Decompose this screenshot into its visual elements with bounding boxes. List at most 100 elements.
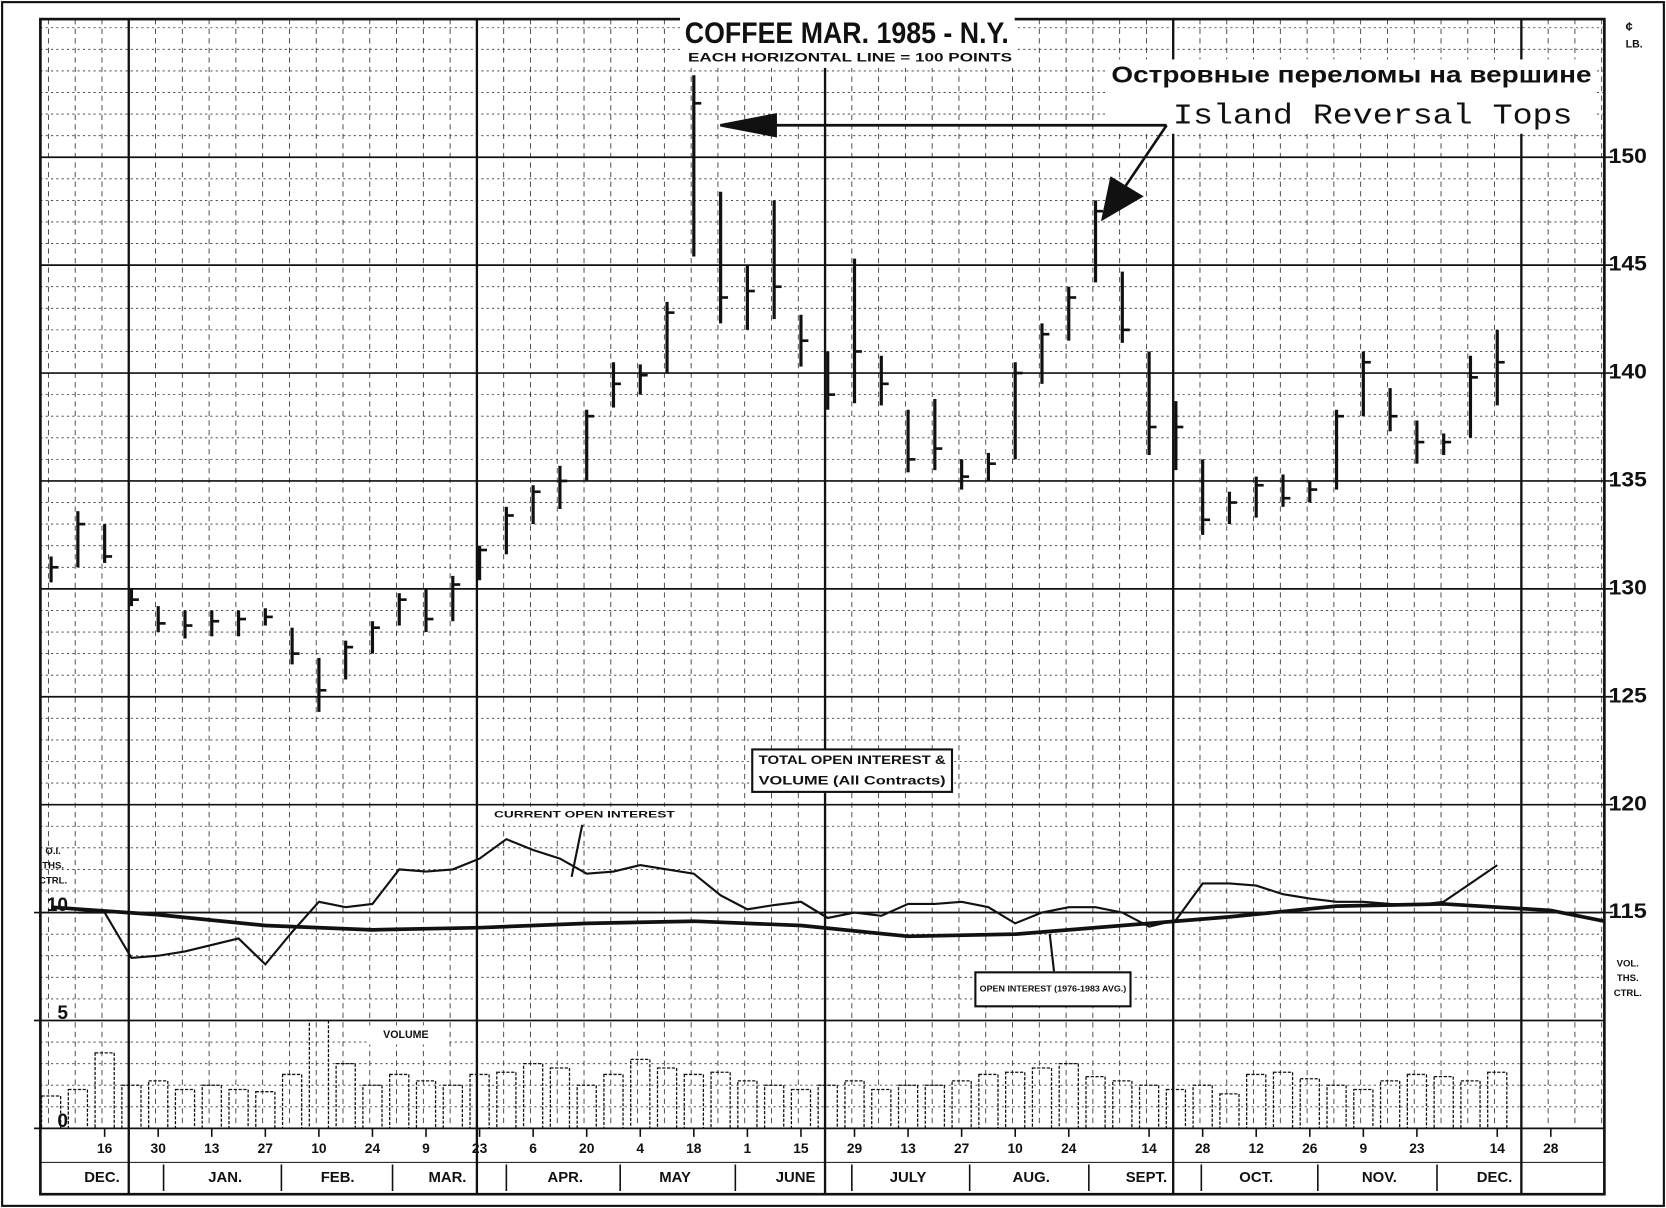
x-tick-label: 13 [204,1141,220,1156]
x-tick-label: 4 [636,1141,644,1156]
annotation-island: Island Reversal Tops [1173,99,1573,132]
volume-bar [1379,1080,1401,1130]
volume-bar [871,1088,892,1130]
volume-bar [496,1071,517,1130]
chart-title: COFFEE MAR. 1985 - N.Y. [685,17,1009,50]
month-label: JULY [890,1170,927,1186]
annotation-box [751,748,954,793]
x-tick-label: 6 [529,1141,537,1156]
y2-axis-label: O.I. [45,846,60,857]
volume-bar [1460,1080,1481,1130]
volume-bar [1326,1084,1347,1130]
volume-bar [389,1073,410,1130]
y2-tick-label: 0 [57,1111,68,1132]
volume-bar [1031,1067,1053,1130]
volume-bar [924,1084,946,1130]
y-tick-label: 125 [1609,683,1647,707]
y-tick-label: 145 [1609,252,1647,276]
y2-tick-label: 5 [57,1003,68,1024]
label-backdrop [366,1025,447,1045]
leader-line [570,824,584,878]
month-label: DEC. [84,1170,120,1186]
x-tick-label: 23 [472,1141,488,1156]
volume-bar [121,1084,142,1130]
month-label: JAN. [208,1170,242,1186]
volume-bar [1272,1071,1294,1130]
annotation-russian: Островные переломы на вершине [1111,62,1591,88]
volume-bar [978,1073,999,1130]
grid [34,19,1613,1195]
x-tick-label: 30 [151,1141,167,1156]
x-tick-label: 20 [579,1141,595,1156]
volume-bar [174,1088,196,1130]
month-label: FEB. [321,1170,355,1186]
volume-bar [1487,1071,1508,1130]
x-tick-label: 27 [954,1141,970,1156]
x-tick-label: 12 [1249,1141,1265,1156]
volume-bar [1112,1080,1133,1130]
volume-bar [281,1073,303,1130]
x-tick-label: 10 [1008,1141,1024,1156]
y2-axis-label: THS. [42,861,64,872]
y-tick-label: 135 [1609,468,1647,492]
month-label: AUG. [1013,1170,1050,1186]
x-tick-label: 9 [422,1141,430,1156]
y-tick-label: 115 [1609,899,1647,923]
y-tick-label: 150 [1609,144,1647,168]
volume-bar [656,1067,678,1130]
volume-bar [442,1084,463,1130]
x-tick-label: 14 [1490,1141,1506,1156]
volume-bar [1004,1071,1026,1130]
volume-bar [817,1084,838,1130]
x-tick-label: 15 [793,1141,809,1156]
month-label: MAY [659,1170,691,1186]
month-label: SEPT. [1126,1170,1167,1186]
label-backdrop [490,806,677,824]
x-tick-label: 16 [97,1141,113,1156]
x-tick-label: 27 [258,1141,274,1156]
x-tick-label: 10 [311,1141,327,1156]
y2-axis-label: CTRL. [39,876,67,887]
volume-bar [603,1073,624,1130]
volume-label: VOLUME [383,1029,428,1041]
marks [40,75,1605,1130]
volume-bar [1165,1088,1187,1130]
x-tick-label: 14 [1141,1141,1157,1156]
y-tick-label: 120 [1609,791,1647,815]
annotation-box [974,971,1132,1008]
volume-bar [737,1080,758,1130]
x-tick-label: 1 [744,1141,752,1156]
volume-axis-label: VOL. [1617,958,1639,969]
x-tick-label: 9 [1360,1141,1368,1156]
volume-bar [710,1071,731,1130]
oi-line [77,837,1498,966]
month-label: JUNE [776,1170,816,1186]
volume-bar [844,1080,865,1130]
annotation-total-vol: VOLUME (All Contracts) [759,774,946,787]
arrow-head [720,113,777,138]
month-label: NOV. [1362,1170,1397,1186]
title-backdrop [680,14,1015,68]
y-tick-label: 130 [1609,575,1647,599]
month-label: DEC. [1477,1170,1513,1186]
x-tick-label: 23 [1409,1141,1425,1156]
x-tick-label: 29 [847,1141,863,1156]
x-tick-label: 28 [1195,1141,1211,1156]
volume-axis-label: THS. [1617,973,1639,984]
x-tick-label: 28 [1543,1141,1559,1156]
series-label: OPEN INTEREST (1976-1983 AVG.) [980,984,1127,994]
x-tick-label: 18 [686,1141,702,1156]
volume-bar [415,1080,437,1130]
volume-bar [228,1088,249,1130]
annotation-backdrop [1105,59,1594,134]
volume-bar [763,1084,785,1130]
x-tick-label: 13 [900,1141,916,1156]
volume-bar [1219,1093,1240,1130]
leader-line [1048,934,1056,972]
month-label: MAR. [428,1170,466,1186]
chart-subtitle: EACH HORIZONTAL LINE = 100 POINTS [688,51,1012,64]
volume-bar [951,1080,972,1130]
